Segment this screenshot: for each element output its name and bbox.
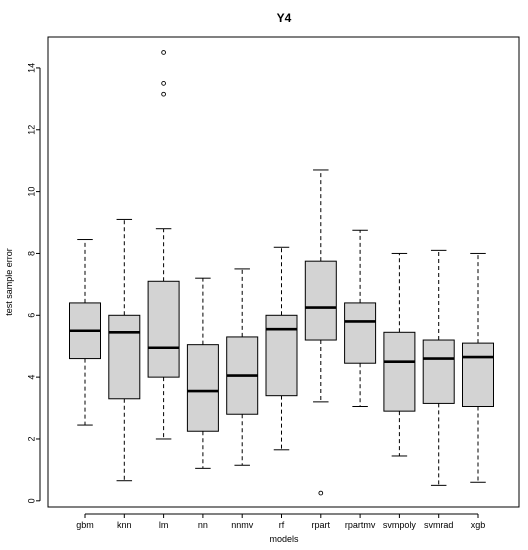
y-axis: 0 2 4 6 8 10 12 14 xyxy=(26,63,41,503)
box-group-rf xyxy=(265,246,298,451)
plot-frame xyxy=(47,36,520,508)
y-tick-label: 2 xyxy=(26,436,36,441)
x-tick-label: nn xyxy=(198,520,208,530)
x-tick-label: rpart xyxy=(312,520,331,530)
boxes-layer xyxy=(69,50,494,496)
x-axis-label: models xyxy=(269,534,299,544)
box-group-lm xyxy=(147,50,180,440)
outlier-point xyxy=(161,50,166,55)
box-group-svmpoly xyxy=(383,252,416,457)
outlier-point xyxy=(161,91,166,97)
y-tick-label: 8 xyxy=(26,251,36,256)
x-tick-label: rf xyxy=(279,520,285,530)
box-group-nnmv xyxy=(226,268,259,466)
box xyxy=(462,342,494,408)
y-tick-label: 14 xyxy=(26,63,36,73)
x-tick-label: svmpoly xyxy=(383,520,417,530)
box-group-gbm xyxy=(69,239,101,426)
box xyxy=(108,314,141,400)
x-tick-label: rpartmv xyxy=(345,520,376,530)
box xyxy=(265,314,298,397)
box xyxy=(383,331,416,412)
x-tick-label: knn xyxy=(117,520,132,530)
box-group-rpart xyxy=(304,169,337,496)
y-tick-label: 0 xyxy=(26,498,36,503)
box xyxy=(344,302,377,364)
chart-title: Y4 xyxy=(277,11,292,25)
y-tick-label: 6 xyxy=(26,313,36,318)
y-tick-label: 10 xyxy=(26,187,36,197)
x-tick-label: svmrad xyxy=(424,520,454,530)
box xyxy=(186,344,219,432)
box xyxy=(147,280,180,378)
outlier-point xyxy=(161,81,166,86)
x-tick-label: xgb xyxy=(471,520,486,530)
y-axis-label: test sample error xyxy=(4,248,14,316)
y-tick-label: 4 xyxy=(26,375,36,380)
x-tick-label: lm xyxy=(159,520,169,530)
outlier-point xyxy=(318,490,324,496)
box-group-nn xyxy=(186,277,219,469)
x-tick-label: nnmv xyxy=(231,520,254,530)
x-axis: gbm knn lm nn nnmv rf rpart rpartmv svmpoly svmra… xyxy=(76,513,486,530)
box xyxy=(304,260,337,341)
box-group-knn xyxy=(108,218,141,482)
box-group-rpartmv xyxy=(344,229,377,408)
box-group-svmrad xyxy=(422,249,455,486)
y-tick-label: 12 xyxy=(26,125,36,135)
x-tick-label: gbm xyxy=(76,520,94,530)
box-group-xgb xyxy=(462,252,494,483)
box xyxy=(422,339,455,404)
